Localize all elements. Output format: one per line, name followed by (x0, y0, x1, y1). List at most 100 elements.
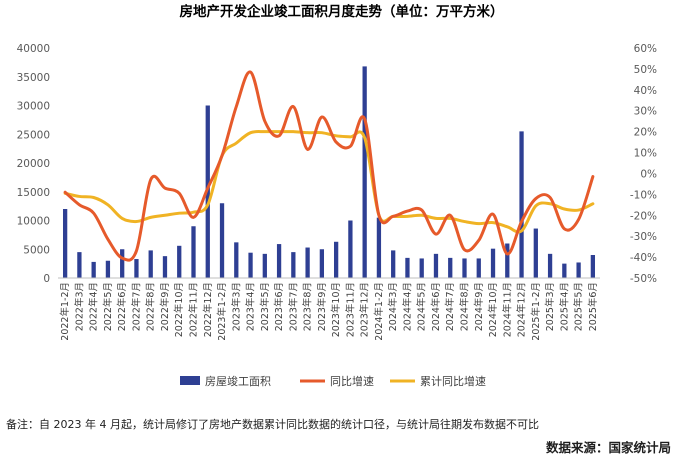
bar (62, 209, 68, 278)
x-tick-label: 2022年9月 (159, 282, 171, 331)
left-tick-label: 5000 (23, 244, 50, 256)
x-tick-label: 2023年12月 (359, 282, 371, 337)
bar (490, 248, 496, 278)
bar (91, 261, 96, 278)
x-tick-label: 2024年10月 (487, 282, 499, 337)
right-tick-label: 40% (634, 85, 657, 97)
footnote: 备注：自 2023 年 4 月起，统计局修订了房地产数据累计同比数据的统计口径，… (6, 418, 539, 431)
right-tick-label: 0% (640, 168, 657, 180)
bar (576, 262, 581, 278)
bar (248, 252, 253, 278)
legend-label: 房屋竣工面积 (205, 374, 271, 388)
x-tick-label: 2023年3月 (230, 282, 242, 331)
bar (262, 253, 267, 278)
bar (276, 244, 282, 278)
right-tick-label: -40% (630, 252, 657, 264)
legend-swatch-bar (180, 376, 200, 385)
x-tick-label: 2024年3月 (387, 282, 399, 331)
bar (148, 250, 153, 278)
bar (533, 228, 538, 278)
x-tick-label: 2024年7月 (444, 282, 456, 331)
right-tick-label: -50% (630, 273, 657, 285)
left-tick-label: 35000 (17, 72, 50, 84)
bar (448, 257, 453, 278)
bar (77, 252, 82, 278)
bar (462, 258, 467, 278)
right-axis: -50% -40% -30% -20% -10% 0% 10% 20% 30% 40% 50% 60% (630, 43, 657, 285)
x-tick-label: 2022年5月 (102, 282, 114, 331)
cumulative-yoy-line (63, 130, 595, 234)
bar (191, 226, 196, 278)
right-tick-label: 30% (634, 106, 657, 118)
bar (391, 250, 396, 278)
x-tick-label: 2022年10月 (173, 282, 185, 337)
right-tick-label: 10% (634, 148, 657, 160)
x-tick-label: 2024年12月 (516, 282, 528, 337)
bar (405, 257, 410, 278)
bar (120, 249, 125, 278)
x-tick-label: 2024年1-2月 (373, 282, 385, 341)
x-tick-label: 2023年5月 (259, 282, 271, 331)
x-tick-label: 2023年10月 (330, 282, 342, 337)
bar (105, 260, 111, 278)
x-tick-label: 2025年4月 (558, 282, 570, 331)
x-tick-label: 2023年11月 (344, 282, 356, 337)
bar (590, 255, 596, 278)
x-tick-label: 2023年9月 (316, 282, 328, 331)
bar (162, 256, 168, 278)
x-tick-label: 2024年8月 (459, 282, 471, 331)
left-tick-label: 0 (43, 273, 50, 285)
left-axis: 0 5000 10000 15000 20000 25000 30000 35000 40000 (17, 43, 50, 285)
bar (177, 245, 182, 278)
x-tick-label: 2022年8月 (145, 282, 157, 331)
right-tick-label: -20% (630, 210, 657, 222)
left-tick-label: 30000 (17, 101, 50, 113)
x-tick-label: 2023年6月 (273, 282, 285, 331)
right-tick-label: -10% (630, 189, 657, 201)
bar (562, 263, 567, 278)
right-tick-label: 50% (634, 64, 657, 76)
right-tick-label: 60% (634, 43, 657, 55)
bar (348, 220, 353, 278)
x-tick-label: 2024年5月 (416, 282, 428, 331)
bar (319, 249, 325, 278)
left-tick-label: 15000 (17, 187, 50, 199)
bar-series (62, 66, 596, 279)
bar (219, 203, 225, 278)
chart-title: 房地产开发企业竣工面积月度走势（单位：万平方米） (180, 3, 504, 20)
x-tick-label: 2022年4月 (88, 282, 100, 331)
left-tick-label: 40000 (17, 43, 50, 55)
right-tick-label: -30% (630, 231, 657, 243)
bar (362, 66, 367, 279)
left-tick-label: 20000 (17, 158, 50, 170)
x-tick-label: 2023年7月 (287, 282, 299, 331)
x-tick-label: 2023年8月 (302, 282, 314, 331)
bar (333, 241, 339, 278)
left-tick-label: 25000 (17, 129, 50, 141)
left-tick-label: 10000 (17, 216, 50, 228)
x-tick-label: 2022年6月 (116, 282, 128, 331)
bar (433, 253, 439, 278)
x-tick-label: 2022年12月 (202, 282, 214, 337)
bar (519, 131, 524, 278)
x-tick-label: 2022年1-2月 (59, 282, 71, 341)
bar (419, 258, 424, 278)
bar (234, 242, 239, 278)
x-tick-label: 2025年5月 (573, 282, 585, 331)
right-tick-label: 20% (634, 127, 657, 139)
x-tick-label: 2025年3月 (544, 282, 556, 331)
bar (505, 243, 510, 278)
x-tick-label: 2023年1-2月 (216, 282, 228, 341)
legend-label: 累计同比增速 (420, 374, 486, 388)
yoy-growth-line (63, 70, 595, 262)
x-tick-label: 2025年6月 (587, 282, 599, 331)
bar (134, 259, 139, 278)
x-tick-label: 2022年11月 (188, 282, 200, 337)
x-tick-label: 2022年3月 (73, 282, 85, 331)
x-tick-label: 2024年9月 (473, 282, 485, 331)
x-tick-label: 2024年11月 (501, 282, 513, 337)
line-series (63, 70, 595, 262)
legend-label: 同比增速 (330, 374, 374, 388)
legend: 房屋竣工面积 同比增速 累计同比增速 (180, 374, 486, 388)
bar (305, 247, 310, 278)
